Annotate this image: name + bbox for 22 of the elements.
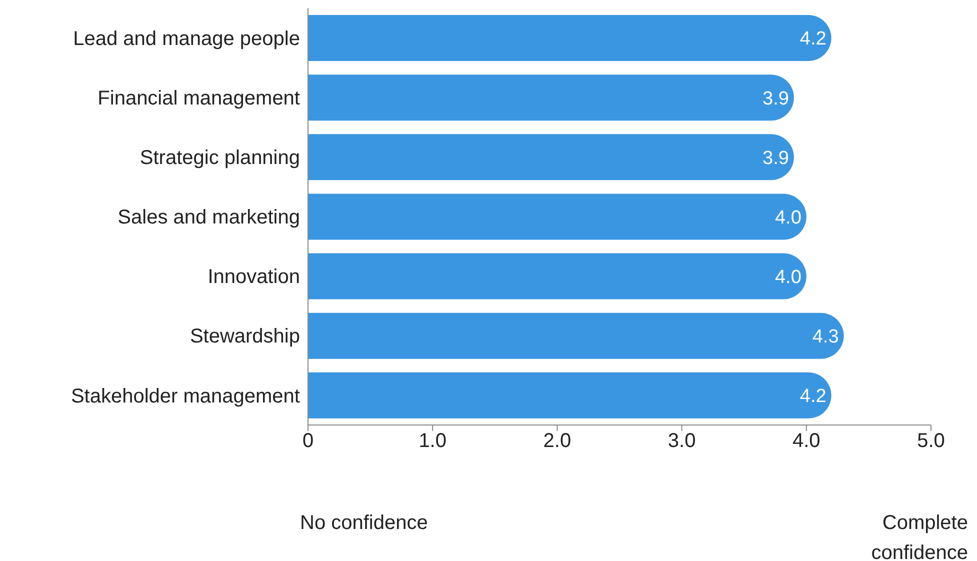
data-label: 4.3 xyxy=(812,326,839,348)
data-label: 4.2 xyxy=(800,28,826,50)
y-tick-label: Innovation xyxy=(208,266,300,288)
y-tick-label: Sales and marketing xyxy=(118,206,300,229)
text: No confidence xyxy=(300,511,429,536)
x-tick-label: 0 xyxy=(302,430,314,452)
y-tick-label: Lead and manage people xyxy=(73,28,300,50)
text: Complete confidence xyxy=(870,511,968,561)
x-tick-label: 5.0 xyxy=(917,430,945,452)
data-label: 3.9 xyxy=(762,148,789,169)
data-label: 4.0 xyxy=(774,267,802,288)
x-tick-label: 2.0 xyxy=(543,430,572,452)
y-tick-label: Stakeholder management xyxy=(70,385,300,408)
y-tick-label: Stewardship xyxy=(190,326,300,348)
y-tick-label: Strategic planning xyxy=(140,147,300,170)
y-tick-label: Financial management xyxy=(98,87,300,110)
x-tick-label: 1.0 xyxy=(418,430,447,452)
data-label: 4.2 xyxy=(800,386,826,408)
data-label: 4.0 xyxy=(774,207,802,228)
x-tick-label: 3.0 xyxy=(668,430,696,452)
data-label: 3.9 xyxy=(762,88,789,110)
x-tick-label: 4.0 xyxy=(792,430,820,452)
